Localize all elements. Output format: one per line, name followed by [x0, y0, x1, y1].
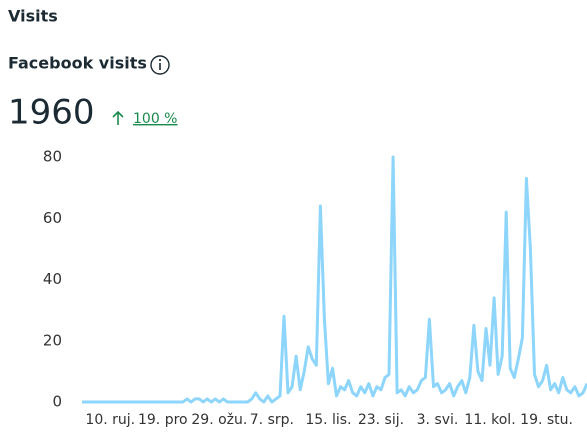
x-tick-label: 7. srp. [250, 412, 294, 428]
metric-value: 1960 [8, 93, 95, 133]
x-tick-label: 15. lis. [305, 412, 351, 428]
y-tick-label: 80 [43, 148, 62, 166]
y-tick-label: 0 [52, 393, 62, 411]
x-tick-label: 3. svi. [417, 412, 459, 428]
x-tick-label: 11. kol. [464, 412, 515, 428]
x-tick-label: 23. sij. [358, 412, 404, 428]
x-tick-label: 19. stu. [520, 412, 573, 428]
y-tick-label: 20 [43, 331, 62, 349]
line-series [82, 155, 587, 404]
info-dot [158, 58, 162, 62]
metric-label: Facebook visits [8, 54, 147, 73]
up-arrow [112, 110, 124, 125]
info-circle [150, 55, 170, 75]
y-tick-label: 60 [43, 209, 62, 227]
y-tick-label: 40 [43, 270, 62, 288]
x-tick-label: 10. ruj. [85, 412, 135, 428]
x-tick-label: 19. pro [138, 412, 188, 428]
info-icon[interactable] [150, 55, 170, 75]
section-title: Visits [8, 7, 58, 26]
arrow-head [112, 110, 124, 118]
metric-change[interactable]: 100 % [133, 111, 177, 127]
x-tick-label: 29. ožu. [191, 412, 247, 428]
